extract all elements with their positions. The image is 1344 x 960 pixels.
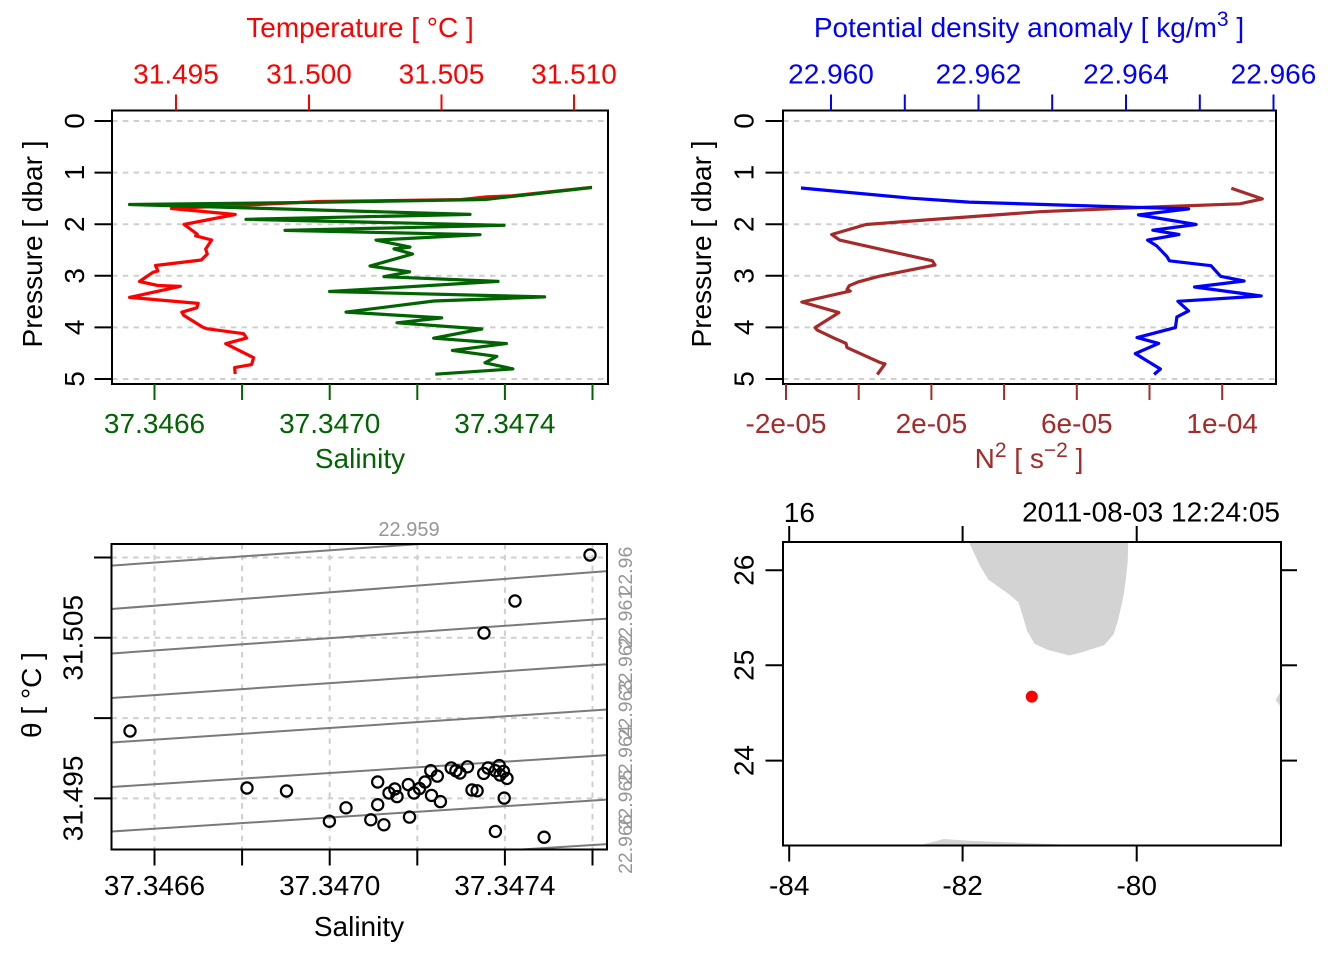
svg-text:1: 1 — [59, 165, 90, 181]
svg-text:1e-04: 1e-04 — [1186, 408, 1258, 439]
svg-text:-2e-05: -2e-05 — [746, 408, 827, 439]
svg-text:22.966: 22.966 — [1231, 59, 1317, 90]
svg-text:24: 24 — [729, 745, 760, 776]
svg-text:22.964: 22.964 — [615, 725, 637, 785]
svg-text:22.962: 22.962 — [936, 59, 1022, 90]
svg-text:22.965: 22.965 — [615, 770, 637, 830]
svg-text:37.3474: 37.3474 — [454, 408, 555, 439]
svg-text:Temperature [ °C ]: Temperature [ °C ] — [246, 12, 474, 43]
svg-text:-82: -82 — [942, 870, 982, 901]
svg-text:16: 16 — [784, 497, 815, 528]
svg-text:5: 5 — [59, 371, 90, 387]
svg-text:3: 3 — [59, 268, 90, 284]
svg-text:-84: -84 — [769, 870, 809, 901]
svg-text:25: 25 — [729, 650, 760, 681]
svg-text:37.3474: 37.3474 — [454, 870, 555, 901]
svg-text:2e-05: 2e-05 — [896, 408, 968, 439]
svg-text:Salinity: Salinity — [314, 911, 404, 942]
svg-text:Potential density anomaly [ kg: Potential density anomaly [ kg/m3 ] — [814, 8, 1244, 43]
svg-text:22.959: 22.959 — [378, 519, 439, 541]
svg-text:31.510: 31.510 — [531, 59, 617, 90]
svg-text:N2 [ s−2 ]: N2 [ s−2 ] — [975, 439, 1084, 474]
svg-text:0: 0 — [59, 113, 90, 129]
svg-text:37.3470: 37.3470 — [279, 408, 380, 439]
svg-text:Salinity: Salinity — [315, 443, 405, 474]
svg-text:31.505: 31.505 — [399, 59, 485, 90]
svg-text:2: 2 — [59, 216, 90, 232]
svg-text:31.500: 31.500 — [266, 59, 352, 90]
svg-text:6e-05: 6e-05 — [1041, 408, 1113, 439]
svg-text:-80: -80 — [1116, 870, 1156, 901]
svg-text:Pressure [ dbar ]: Pressure [ dbar ] — [17, 141, 48, 348]
svg-text:22.966: 22.966 — [615, 814, 637, 874]
svg-text:4: 4 — [59, 320, 90, 336]
svg-text:2011-08-03 12:24:05: 2011-08-03 12:24:05 — [1022, 497, 1280, 528]
svg-text:θ [ °C ]: θ [ °C ] — [16, 652, 47, 738]
svg-text:22.964: 22.964 — [1083, 59, 1169, 90]
svg-text:37.3466: 37.3466 — [104, 870, 205, 901]
svg-text:37.3466: 37.3466 — [104, 408, 205, 439]
svg-text:26: 26 — [729, 555, 760, 586]
svg-text:22.96: 22.96 — [615, 547, 637, 596]
svg-text:0: 0 — [729, 113, 760, 129]
svg-text:4: 4 — [729, 320, 760, 336]
svg-text:31.495: 31.495 — [58, 756, 89, 842]
svg-text:5: 5 — [729, 371, 760, 387]
svg-text:22.960: 22.960 — [788, 59, 874, 90]
svg-text:Pressure [ dbar ]: Pressure [ dbar ] — [686, 141, 717, 348]
svg-text:22.963: 22.963 — [615, 680, 637, 740]
svg-text:1: 1 — [729, 165, 760, 181]
svg-text:31.495: 31.495 — [133, 59, 219, 90]
svg-text:31.505: 31.505 — [58, 595, 89, 681]
svg-text:37.3470: 37.3470 — [279, 870, 380, 901]
svg-text:22.962: 22.962 — [615, 634, 637, 694]
svg-text:2: 2 — [729, 216, 760, 232]
svg-text:22.961: 22.961 — [615, 589, 637, 649]
svg-text:3: 3 — [729, 268, 760, 284]
